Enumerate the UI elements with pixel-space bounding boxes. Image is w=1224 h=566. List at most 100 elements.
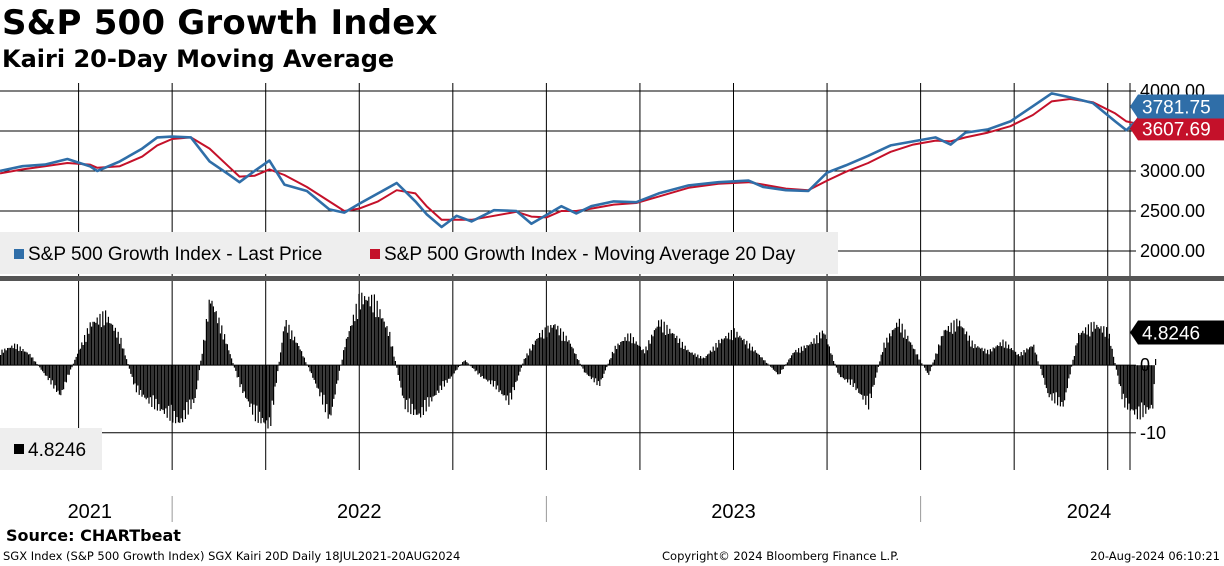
kairi-bar — [529, 348, 531, 366]
kairi-bar — [788, 359, 790, 366]
kairi-bar — [485, 365, 487, 380]
kairi-bar — [869, 365, 871, 394]
kairi-bar — [1103, 326, 1105, 366]
kairi-bar — [655, 328, 657, 366]
kairi-bar — [105, 310, 107, 366]
kairi-bar — [1121, 365, 1123, 400]
kairi-bar — [919, 359, 921, 366]
kairi-bar — [463, 361, 465, 366]
kairi-bar — [312, 365, 314, 378]
kairi-bar — [42, 365, 44, 372]
kairi-bar — [425, 365, 427, 412]
kairi-bar — [516, 365, 518, 381]
kairi-bar — [239, 365, 241, 388]
kairi-bar — [334, 365, 336, 395]
kairi-bar — [93, 321, 95, 366]
kairi-bar — [413, 365, 415, 415]
kairi-bar — [33, 361, 35, 366]
kairi-bar — [684, 345, 686, 366]
kairi-bar — [509, 365, 511, 393]
kairi-bar — [1118, 365, 1120, 385]
kairi-bar — [173, 365, 175, 411]
kairi-bar — [793, 352, 795, 366]
kairi-bar — [354, 321, 356, 366]
kairi-bar — [162, 365, 164, 411]
kairi-bar — [1132, 365, 1134, 411]
kairi-bar — [709, 350, 711, 366]
kairi-bar — [142, 365, 144, 395]
kairi-bar — [936, 353, 938, 366]
kairi-bar — [429, 365, 431, 398]
kairi-bar — [697, 354, 699, 366]
kairi-bar — [945, 329, 947, 366]
kairi-bar — [980, 348, 982, 366]
kairi-bar — [60, 365, 62, 396]
price-tick-label: 2500.00 — [1140, 201, 1205, 221]
kairi-bar — [347, 337, 349, 366]
kairi-bar — [674, 338, 676, 366]
kairi-bar — [1047, 365, 1049, 394]
kairi-bar — [879, 361, 881, 366]
kairi-bar — [336, 365, 338, 384]
kairi-bar — [25, 351, 27, 366]
kairi-bar — [1127, 365, 1129, 410]
kairi-bar — [389, 331, 391, 366]
kairi-bar — [452, 365, 454, 375]
kairi-bar — [561, 340, 563, 366]
kairi-bar — [957, 326, 959, 366]
kairi-bar — [1082, 330, 1084, 366]
kairi-bar — [397, 365, 399, 375]
kairi-bar — [404, 365, 406, 410]
kairi-bar — [352, 314, 354, 366]
kairi-bar — [1048, 365, 1050, 398]
kairi-bar — [660, 319, 662, 366]
kairi-bar — [215, 311, 217, 366]
kairi-bar — [466, 362, 468, 366]
kairi-bar — [1029, 347, 1031, 366]
kairi-bar — [245, 365, 247, 398]
kairi-bar — [984, 348, 986, 366]
kairi-bar — [1079, 334, 1081, 366]
kairi-bar — [851, 365, 853, 380]
kairi-bar — [18, 350, 20, 366]
kairi-bar — [806, 345, 808, 366]
kairi-bar — [338, 365, 340, 371]
kairi-bar — [862, 365, 864, 400]
kairi-bar — [71, 365, 73, 368]
kairi-bar — [490, 365, 492, 385]
kairi-bar — [904, 329, 906, 366]
kairi-bar — [967, 340, 969, 366]
kairi-bar — [994, 348, 996, 366]
kairi-bar — [726, 338, 728, 366]
kairi-bar — [785, 364, 787, 366]
kairi-bar — [1009, 348, 1011, 366]
kairi-bar — [952, 333, 954, 366]
kairi-bar — [849, 365, 851, 385]
kairi-bar — [499, 365, 501, 391]
kairi-bar — [679, 338, 681, 366]
kairi-bar — [68, 365, 70, 375]
kairi-bar — [456, 365, 458, 370]
kairi-bar — [627, 333, 629, 366]
kairi-bar — [422, 365, 424, 415]
kairi-bar — [420, 365, 422, 418]
kairi-bar — [1041, 365, 1043, 376]
kairi-bar — [940, 336, 942, 366]
kairi-bar — [1125, 365, 1127, 398]
footer-description: SGX Index (S&P 500 Growth Index) SGX Kai… — [3, 549, 461, 563]
kairi-bar — [145, 365, 147, 400]
kairi-bar — [1005, 341, 1007, 366]
kairi-bar — [88, 333, 90, 366]
kairi-bar — [194, 365, 196, 398]
kairi-bar — [193, 365, 195, 403]
kairi-bar — [133, 365, 135, 385]
kairi-bar — [1086, 334, 1088, 366]
kairi-bar — [1078, 333, 1080, 366]
kairi-bar — [176, 365, 178, 418]
kairi-bar — [362, 304, 364, 366]
kairi-bar — [186, 365, 188, 403]
kairi-bar — [520, 365, 522, 368]
kairi-bar — [771, 365, 773, 368]
kairi-bar — [487, 365, 489, 382]
kairi-bar — [1057, 365, 1059, 406]
